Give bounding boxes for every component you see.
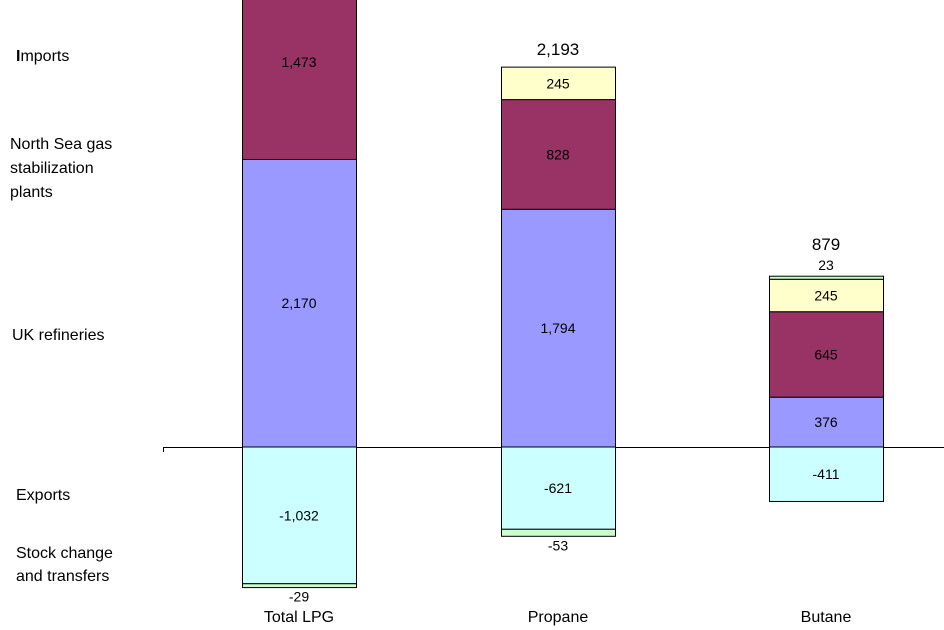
bar-segment-total-lpg-stock-change-and-transfers	[242, 583, 357, 589]
data-label-butane-exports: -411	[813, 466, 840, 482]
data-label-propane-stock-change-and-transfers: -53	[548, 537, 568, 553]
data-label-butane-imports: 245	[814, 287, 838, 303]
data-label-butane-north-sea-gas-stabilization-plants: 645	[814, 346, 838, 362]
label-exports: Exports	[16, 487, 71, 504]
bar-segment-total-lpg-exports	[242, 446, 357, 585]
label-north-sea-line-3: plants	[10, 184, 53, 201]
data-label-propane-uk-refineries: 1,794	[540, 320, 575, 336]
bar-segment-propane-uk-refineries	[501, 208, 616, 448]
data-label-total-lpg-exports: -1,032	[279, 507, 319, 523]
total-label-butane: 879	[812, 235, 840, 254]
data-label-propane-exports: -621	[544, 480, 572, 496]
bar-segment-butane-north-sea-gas-stabilization-plants	[769, 311, 884, 398]
bar-segment-propane-imports	[501, 66, 616, 101]
bar-segment-butane-imports	[769, 278, 884, 313]
bar-segment-propane-north-sea-gas-stabilization-plants	[501, 99, 616, 210]
bar-segment-butane-stock-change-and-transfers	[769, 275, 884, 280]
bar-segment-total-lpg-north-sea-gas-stabilization-plants	[242, 0, 357, 160]
label-north-sea-line-2: stabilization	[10, 160, 94, 177]
data-label-total-lpg-stock-change-and-transfers: -29	[289, 589, 309, 605]
bar-segment-propane-stock-change-and-transfers	[501, 528, 616, 537]
bar-segment-total-lpg-uk-refineries	[242, 158, 357, 448]
label-stock-change-line-2: and transfers	[16, 568, 110, 585]
category-label-butane: Butane	[801, 609, 852, 626]
bar-segment-butane-exports	[769, 446, 884, 502]
label-stock-change-line-1: Stock change	[16, 545, 113, 562]
category-label-total-lpg: Total LPG	[264, 609, 334, 626]
data-label-total-lpg-north-sea-gas-stabilization-plants: 1,473	[281, 54, 316, 70]
label-north-sea-line-1: North Sea gas	[10, 136, 113, 153]
label-imports-initial: I	[16, 48, 21, 65]
label-uk-refineries: UK refineries	[12, 327, 105, 344]
data-label-butane-stock-change-and-transfers: 23	[818, 257, 834, 273]
data-label-butane-uk-refineries: 376	[814, 414, 838, 430]
label-imports-rest: mports	[20, 48, 70, 65]
category-label-propane: Propane	[528, 609, 589, 626]
data-label-propane-north-sea-gas-stabilization-plants: 828	[546, 146, 570, 162]
bar-segment-propane-exports	[501, 446, 616, 530]
total-label-propane: 2,193	[537, 40, 580, 59]
label-imports: Imports	[16, 47, 69, 66]
data-label-total-lpg-uk-refineries: 2,170	[281, 295, 316, 311]
data-label-propane-imports: 245	[546, 75, 570, 91]
